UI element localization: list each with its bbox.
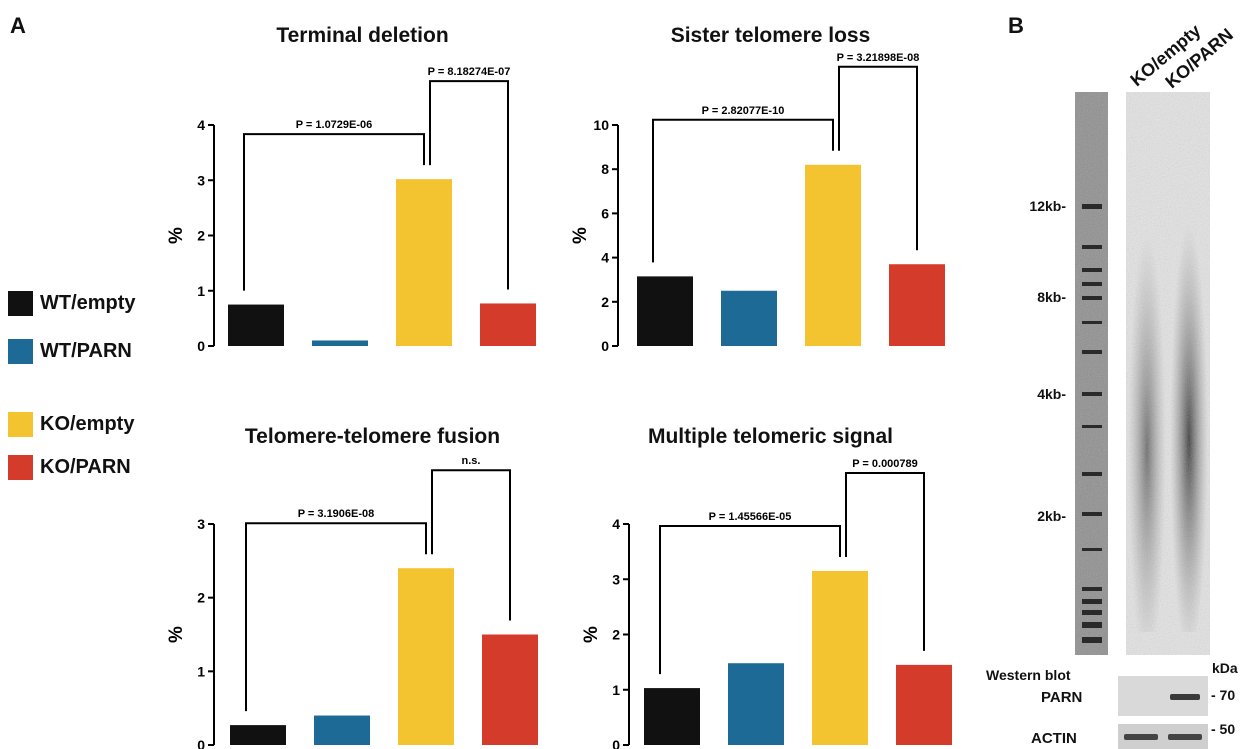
bar: [396, 179, 452, 346]
bar-charts-canvas: 0 1 2 3 4% P = 1.0729E-06 P = 8.18274E-07 0 2 4 6 8…: [166, 52, 952, 749]
significance-bracket: [429, 80, 509, 290]
y-tick-label: 10: [593, 117, 609, 133]
panel-label-b: B: [1008, 13, 1024, 38]
western-blot-title: Western blot: [986, 667, 1071, 683]
y-tick-label: 0: [612, 737, 620, 749]
legend-label: KO/PARN: [40, 456, 131, 478]
p-value-label: P = 2.82077E-10: [702, 105, 785, 117]
y-tick-label: 3: [612, 571, 620, 587]
legend-swatch: [8, 339, 33, 364]
size-marker-4kb: 4kb-: [1037, 386, 1066, 402]
p-value-label: P = 1.0729E-06: [296, 119, 373, 131]
y-axis-label: %: [581, 626, 602, 643]
p-value-label: P = 0.000789: [852, 458, 918, 470]
p-value-label: P = 1.45566E-05: [709, 511, 792, 523]
legend-item-wt-empty: WT/empty: [8, 291, 136, 316]
size-marker-12kb: 12kb-: [1029, 198, 1066, 214]
actin-band: [1124, 734, 1158, 740]
y-tick-label: 2: [197, 228, 205, 244]
p-value-label: P = 3.1906E-08: [298, 508, 375, 520]
size-marker-8kb: 8kb-: [1037, 289, 1066, 305]
western-row-label-parn: PARN: [1041, 689, 1083, 706]
parn-band: [1170, 694, 1200, 700]
legend-item-ko-empty: KO/empty: [8, 412, 134, 437]
actin-band: [1168, 734, 1202, 740]
bar: [728, 663, 784, 745]
bar: [889, 264, 945, 346]
y-tick-label: 6: [601, 205, 609, 221]
significance-bracket: [431, 469, 511, 621]
legend-label: KO/empty: [40, 413, 135, 435]
y-tick-label: 2: [612, 627, 620, 643]
y-axis-label: %: [570, 227, 591, 244]
bar: [812, 570, 868, 745]
y-tick-label: 1: [197, 283, 205, 299]
chart-title-telomere-fusion: Telomere-telomere fusion: [244, 425, 501, 448]
legend-swatch: [8, 291, 33, 316]
bar: [805, 164, 861, 346]
significance-bracket: [845, 471, 925, 651]
y-tick-label: 0: [601, 338, 609, 354]
bar: [314, 715, 370, 745]
y-axis-label: %: [166, 227, 187, 244]
bar: [228, 304, 284, 346]
western-blot-image: [1118, 676, 1208, 749]
p-value-label: P = 8.18274E-07: [428, 66, 511, 78]
legend-item-ko-parn: KO/PARN: [8, 455, 131, 480]
bar: [721, 290, 777, 346]
significance-bracket: [838, 65, 918, 251]
y-tick-label: 4: [197, 117, 205, 133]
legend-label: WT/empty: [40, 292, 136, 314]
bar: [480, 303, 536, 346]
chart-title-terminal-deletion: Terminal deletion: [276, 24, 449, 47]
significance-bracket: [659, 524, 841, 675]
y-tick-label: 4: [612, 516, 620, 532]
y-tick-label: 3: [197, 172, 205, 188]
y-tick-label: 1: [197, 663, 205, 679]
chart-title-multiple-telomeric-signal: Multiple telomeric signal: [647, 425, 894, 448]
legend-item-wt-parn: WT/PARN: [8, 339, 132, 364]
bar: [637, 276, 693, 346]
y-tick-label: 2: [197, 590, 205, 606]
marker-70kda: - 70: [1211, 687, 1236, 703]
bar: [896, 664, 952, 745]
bar: [398, 568, 454, 745]
chart-title-sister-telomere-loss: Sister telomere loss: [670, 24, 871, 47]
bar: [312, 340, 368, 346]
significance-bracket: [243, 133, 425, 291]
y-tick-label: 2: [601, 294, 609, 310]
bar: [644, 688, 700, 745]
y-axis-label: %: [166, 626, 187, 643]
significance-bracket: [652, 118, 834, 263]
y-tick-label: 0: [197, 338, 205, 354]
y-tick-label: 1: [612, 682, 620, 698]
marker-50kda: - 50: [1211, 721, 1236, 737]
significance-bracket: [245, 522, 427, 712]
legend-label: WT/PARN: [40, 340, 132, 362]
panel-label-a: A: [10, 13, 26, 38]
legend-swatch: [8, 455, 33, 480]
size-marker-2kb: 2kb-: [1037, 508, 1066, 524]
bar: [230, 725, 286, 745]
p-value-label: n.s.: [462, 455, 481, 467]
southern-blot-image: [1075, 92, 1210, 655]
legend-swatch: [8, 412, 33, 437]
western-row-label-actin: ACTIN: [1031, 730, 1077, 747]
y-tick-label: 8: [601, 161, 609, 177]
y-tick-label: 3: [197, 516, 205, 532]
y-tick-label: 0: [197, 737, 205, 749]
bar: [482, 634, 538, 745]
p-value-label: P = 3.21898E-08: [837, 52, 920, 64]
kda-unit-label: kDa: [1212, 660, 1238, 676]
y-tick-label: 4: [601, 250, 609, 266]
